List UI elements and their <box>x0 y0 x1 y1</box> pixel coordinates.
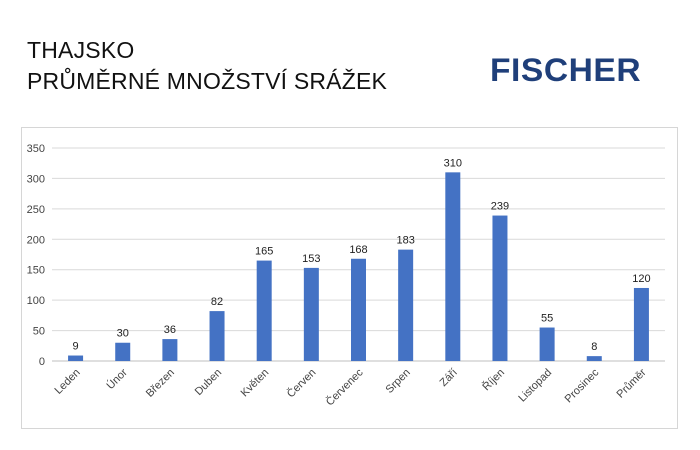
x-tick-label: Září <box>438 367 460 389</box>
bar <box>209 311 225 361</box>
x-tick-label: Duben <box>193 367 224 398</box>
bar <box>351 258 366 361</box>
bar <box>633 287 649 361</box>
x-tick-label: Srpen <box>384 367 413 396</box>
y-tick-label: 100 <box>27 295 45 307</box>
x-tick-label: Leden <box>53 367 83 397</box>
y-tick-label: 150 <box>27 265 45 277</box>
x-tick-label: Únor <box>104 366 130 392</box>
bar <box>445 172 461 361</box>
x-tick-label: Prosinec <box>563 366 602 405</box>
x-tick-label: Červen <box>284 366 318 400</box>
data-label: 82 <box>211 296 223 308</box>
x-tick-label: Říjen <box>480 366 507 393</box>
bar <box>398 249 414 361</box>
data-label: 168 <box>349 244 367 256</box>
bar <box>539 327 555 361</box>
data-label: 239 <box>491 201 509 213</box>
data-label: 55 <box>541 313 553 325</box>
bar <box>162 339 178 361</box>
bar <box>586 356 602 361</box>
data-label: 153 <box>302 253 320 265</box>
chart-frame <box>21 127 678 429</box>
chart-title-line-2: PRŮMĚRNÉ MNOŽSTVÍ SRÁŽEK <box>27 68 388 94</box>
data-label: 36 <box>164 324 176 336</box>
y-tick-label: 50 <box>33 326 45 338</box>
bar <box>68 355 84 361</box>
chart-title-line-1: THAJSKO <box>27 37 135 63</box>
data-label: 120 <box>632 273 650 285</box>
y-tick-label: 200 <box>27 234 45 246</box>
x-tick-label: Průměr <box>615 366 649 400</box>
brand-logo: FISCHER <box>490 52 642 88</box>
y-tick-label: 250 <box>27 204 45 216</box>
y-tick-label: 0 <box>39 356 45 368</box>
data-label: 165 <box>255 246 273 258</box>
y-tick-label: 350 <box>27 143 45 155</box>
bar <box>256 260 272 361</box>
x-tick-label: Červenec <box>323 366 366 409</box>
x-tick-label: Březen <box>144 367 177 400</box>
x-tick-label: Listopad <box>516 367 554 405</box>
chart-heading: THAJSKO PRŮMĚRNÉ MNOŽSTVÍ SRÁŽEK <box>27 35 387 97</box>
bar <box>115 342 131 361</box>
y-tick-label: 300 <box>27 173 45 185</box>
data-label: 30 <box>117 328 129 340</box>
bar <box>492 215 508 361</box>
x-tick-label: Květen <box>239 367 272 400</box>
data-label: 183 <box>396 235 414 247</box>
data-label: 8 <box>591 341 597 353</box>
data-label: 9 <box>73 341 79 353</box>
data-label: 310 <box>444 157 462 169</box>
bar <box>303 267 319 361</box>
